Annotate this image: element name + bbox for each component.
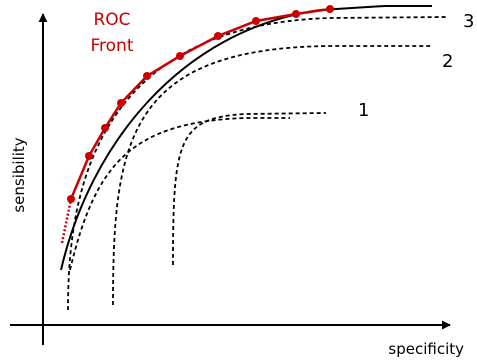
roc-front-point <box>67 195 75 203</box>
roc-front-point <box>326 5 334 13</box>
roc-front-point <box>143 72 151 80</box>
dashed-curve-1 <box>172 112 327 266</box>
dashed-curve-4 <box>69 117 290 271</box>
roc-front-point <box>117 99 125 107</box>
roc-front-curve <box>69 7 331 200</box>
x-axis-label: specificity <box>388 340 464 358</box>
curve-label-3: 3 <box>463 11 474 32</box>
roc-front-points <box>67 5 334 203</box>
curve-label-2: 2 <box>442 51 453 72</box>
dashed-curve-2 <box>112 45 432 306</box>
roc-front-label-line-2: Front <box>91 36 134 56</box>
roc-front-point <box>214 32 222 40</box>
roc-front-label-line-1: ROC <box>93 10 130 30</box>
roc-front-point <box>101 124 109 132</box>
roc-front-point <box>176 52 184 60</box>
roc-front-point <box>292 10 300 18</box>
curve-label-1: 1 <box>358 100 369 121</box>
roc-front-point <box>252 17 260 25</box>
y-axis-label: sensibility <box>10 137 28 212</box>
roc-front-point <box>85 152 93 160</box>
dashed-curve-3 <box>67 16 449 311</box>
roc-front-tail <box>60 198 73 244</box>
